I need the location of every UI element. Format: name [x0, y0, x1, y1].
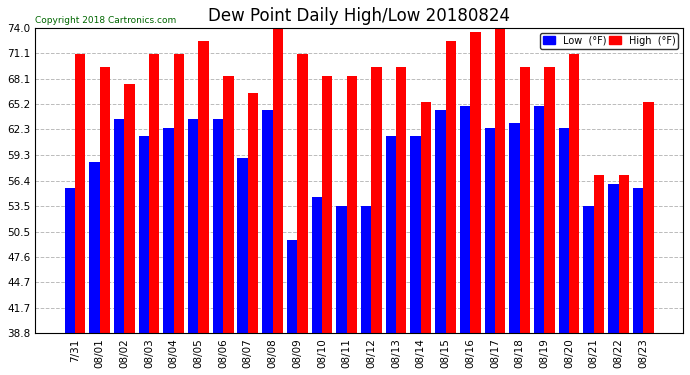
Title: Dew Point Daily High/Low 20180824: Dew Point Daily High/Low 20180824 [208, 7, 510, 25]
Bar [213, 119, 223, 333]
Bar [75, 54, 86, 333]
Legend: Low  (°F), High  (°F): Low (°F), High (°F) [540, 33, 678, 49]
Bar [520, 67, 530, 333]
Bar [371, 67, 382, 333]
Bar [509, 123, 520, 333]
Bar [534, 106, 544, 333]
Bar [64, 188, 75, 333]
Bar [149, 54, 159, 333]
Bar [262, 110, 273, 333]
Bar [89, 162, 99, 333]
Bar [471, 32, 481, 333]
Bar [223, 76, 233, 333]
Bar [346, 76, 357, 333]
Bar [544, 67, 555, 333]
Bar [608, 184, 618, 333]
Bar [421, 102, 431, 333]
Bar [411, 136, 421, 333]
Bar [199, 41, 209, 333]
Bar [297, 54, 308, 333]
Bar [484, 128, 495, 333]
Bar [164, 128, 174, 333]
Bar [99, 67, 110, 333]
Bar [312, 197, 322, 333]
Bar [495, 24, 505, 333]
Bar [643, 102, 653, 333]
Bar [460, 106, 471, 333]
Bar [322, 76, 333, 333]
Bar [336, 206, 346, 333]
Bar [287, 240, 297, 333]
Bar [569, 54, 580, 333]
Bar [446, 41, 456, 333]
Bar [124, 84, 135, 333]
Bar [435, 110, 446, 333]
Bar [237, 158, 248, 333]
Bar [559, 128, 569, 333]
Bar [396, 67, 406, 333]
Bar [594, 176, 604, 333]
Bar [633, 188, 643, 333]
Bar [618, 176, 629, 333]
Bar [584, 206, 594, 333]
Bar [188, 119, 199, 333]
Bar [361, 206, 371, 333]
Bar [174, 54, 184, 333]
Bar [114, 119, 124, 333]
Text: Copyright 2018 Cartronics.com: Copyright 2018 Cartronics.com [35, 16, 177, 25]
Bar [248, 93, 258, 333]
Bar [386, 136, 396, 333]
Bar [139, 136, 149, 333]
Bar [273, 24, 283, 333]
